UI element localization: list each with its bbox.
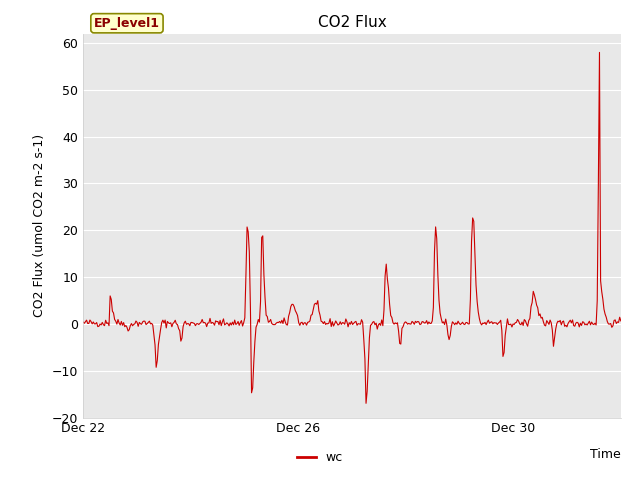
Y-axis label: CO2 Flux (umol CO2 m-2 s-1): CO2 Flux (umol CO2 m-2 s-1) xyxy=(33,134,47,317)
Text: EP_level1: EP_level1 xyxy=(94,17,160,30)
Legend: wc: wc xyxy=(292,446,348,469)
Text: Time: Time xyxy=(590,448,621,461)
Title: CO2 Flux: CO2 Flux xyxy=(317,15,387,30)
